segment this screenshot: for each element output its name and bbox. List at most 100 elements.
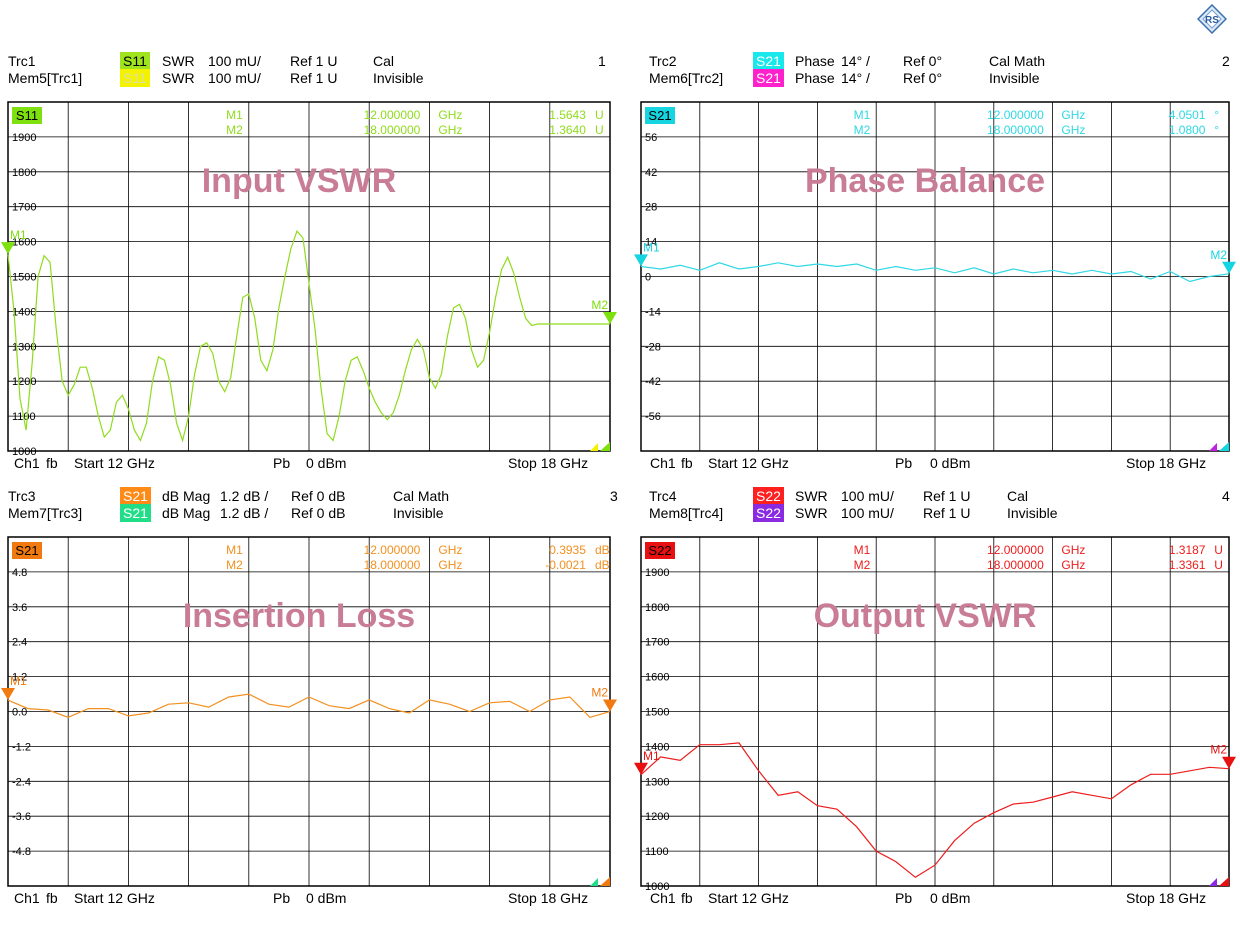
marker-freq: 12.000000 [987, 108, 1044, 122]
fb-label: fb [681, 455, 693, 471]
start-freq[interactable]: Start 12 GHz [74, 890, 155, 906]
rohde-schwarz-logo-icon: RS [1197, 4, 1227, 34]
marker-name: M2 [854, 123, 871, 137]
y-tick-label: 3.6 [12, 602, 27, 614]
stop-freq[interactable]: Stop 18 GHz [1126, 455, 1207, 471]
trace-name[interactable]: Trc1 [8, 53, 36, 69]
trace-header-row: Trc1 S11 SWR 100 mU/ Ref 1 U Cal 1 [8, 52, 608, 70]
marker-freq: 18.000000 [364, 123, 421, 137]
y-tick-label: 4.8 [12, 567, 27, 579]
memory-marker [1209, 443, 1217, 451]
plot-area-3[interactable]: 4.8 3.6 2.4 1.2 0.0 -1.2 -2.4 -3.6 -4.8 Insertion… [1, 536, 617, 887]
memory-trace-name[interactable]: Mem7[Trc3] [8, 505, 83, 521]
plot-area-1[interactable]: 1900180017001600150014001300120011001000… [1, 101, 617, 458]
y-tick-label: 1800 [645, 602, 669, 614]
power-level[interactable]: 0 dBm [930, 890, 971, 906]
start-freq[interactable]: Start 12 GHz [708, 890, 789, 906]
y-tick-label: 1500 [12, 272, 36, 284]
memory-marker [1209, 878, 1217, 886]
memory-param-swatch[interactable]: S11 [120, 69, 150, 87]
chart-panel-1: Trc1 S11 SWR 100 mU/ Ref 1 U Cal 1 Mem5[… [1, 52, 617, 497]
overlay-title: Output VSWR [814, 597, 1037, 635]
trace-line[interactable] [640, 742, 1230, 879]
y-tick-label: -56 [645, 411, 661, 423]
start-freq[interactable]: Start 12 GHz [74, 455, 155, 471]
memory-trace-name[interactable]: Mem5[Trc1] [8, 70, 83, 86]
marker-name: M1 [226, 543, 243, 557]
y-tick-label: 1.2 [12, 672, 27, 684]
marker-value: 1.5643 [549, 108, 586, 122]
marker-freq: 18.000000 [364, 558, 421, 572]
channel-label: Ch1 [650, 890, 676, 906]
y-tick-label: 1700 [645, 637, 669, 649]
param-swatch[interactable]: S11 [120, 52, 150, 70]
marker-value: 0.3935 [549, 543, 586, 557]
y-tick-label: -2.4 [12, 776, 31, 788]
marker-triangle[interactable] [634, 254, 648, 267]
param-swatch[interactable]: S22 [753, 487, 784, 505]
marker-name: M2 [854, 558, 871, 572]
memory-status: Invisible [373, 70, 424, 86]
memory-param-swatch[interactable]: S21 [120, 504, 151, 522]
param-swatch[interactable]: S21 [120, 487, 151, 505]
marker-name: M1 [854, 108, 871, 122]
y-tick-label: 1400 [12, 306, 36, 318]
marker-triangle-label: M2 [591, 686, 608, 700]
trace-line[interactable] [7, 693, 611, 718]
y-tick-label: 1600 [12, 237, 36, 249]
memory-header-row: Mem8[Trc4] S22 SWR 100 mU/ Ref 1 U Invis… [641, 504, 1240, 522]
trace-status: Cal Math [393, 488, 450, 504]
fb-label: fb [681, 890, 693, 906]
memory-trace-name[interactable]: Mem8[Trc4] [649, 505, 724, 521]
trace-ref: Ref 0 dB [291, 488, 346, 504]
memory-marker [1219, 442, 1229, 451]
plot-area-4[interactable]: 1900 1800 1700 1600 1500 1400 1300 1200 1100 1000… [634, 536, 1236, 893]
marker-triangle[interactable] [1, 688, 15, 701]
marker-freq-unit: GHz [1061, 123, 1085, 137]
y-tick-label: 1600 [645, 672, 669, 684]
trace-badge[interactable] [12, 107, 42, 124]
marker-triangle[interactable] [1, 242, 15, 255]
marker-triangle-label: M1 [643, 749, 660, 763]
param-swatch[interactable]: S21 [753, 52, 784, 70]
marker-triangle[interactable] [634, 762, 648, 775]
stop-freq[interactable]: Stop 18 GHz [508, 890, 589, 906]
trace-line[interactable] [640, 262, 1230, 283]
start-freq[interactable]: Start 12 GHz [708, 455, 789, 471]
trace-name[interactable]: Trc4 [649, 488, 677, 504]
memory-param-swatch[interactable]: S22 [753, 504, 784, 522]
marker-triangle[interactable] [603, 699, 617, 712]
trace-format: Phase [795, 53, 835, 69]
y-tick-label: 1900 [645, 567, 669, 579]
stop-freq[interactable]: Stop 18 GHz [1126, 890, 1207, 906]
marker-triangle[interactable] [1222, 261, 1236, 274]
y-tick-label: 0 [645, 272, 651, 284]
power-level[interactable]: 0 dBm [306, 455, 347, 471]
y-tick-label: 1000 [12, 446, 36, 458]
pb-label: Pb [895, 890, 913, 906]
fb-label: fb [46, 890, 58, 906]
trace-ref: Ref 1 U [290, 53, 338, 69]
stop-freq[interactable]: Stop 18 GHz [508, 455, 589, 471]
power-level[interactable]: 0 dBm [306, 890, 347, 906]
trace-badge[interactable] [12, 542, 42, 559]
marker-triangle[interactable] [603, 311, 617, 324]
svg-text:RS: RS [1205, 15, 1219, 26]
trace-line[interactable] [7, 229, 610, 443]
plot-area-2[interactable]: 56 42 28 14 0 -14 -28 -42 -56 Phase Balance S21 M1 1… [634, 101, 1236, 452]
marker-name: M2 [226, 123, 243, 137]
memory-param-swatch[interactable]: S21 [753, 69, 784, 87]
memory-trace-name[interactable]: Mem6[Trc2] [649, 70, 724, 86]
memory-scale: 100 mU/ [208, 70, 261, 86]
trace-name[interactable]: Trc3 [8, 488, 36, 504]
trace-badge[interactable] [645, 107, 675, 124]
trace-badge[interactable] [645, 542, 675, 559]
trace-ref: Ref 1 U [923, 488, 971, 504]
memory-header-row: Mem5[Trc1] S11 SWR 100 mU/ Ref 1 U Invis… [8, 69, 608, 87]
marker-freq-unit: GHz [438, 123, 462, 137]
panel-number: 3 [610, 488, 618, 504]
marker-triangle[interactable] [1222, 756, 1236, 769]
trace-name[interactable]: Trc2 [649, 53, 677, 69]
footer-row: Ch1 fb Start 12 GHz Pb 0 dBm Stop 18 GHz [8, 890, 612, 906]
power-level[interactable]: 0 dBm [930, 455, 971, 471]
